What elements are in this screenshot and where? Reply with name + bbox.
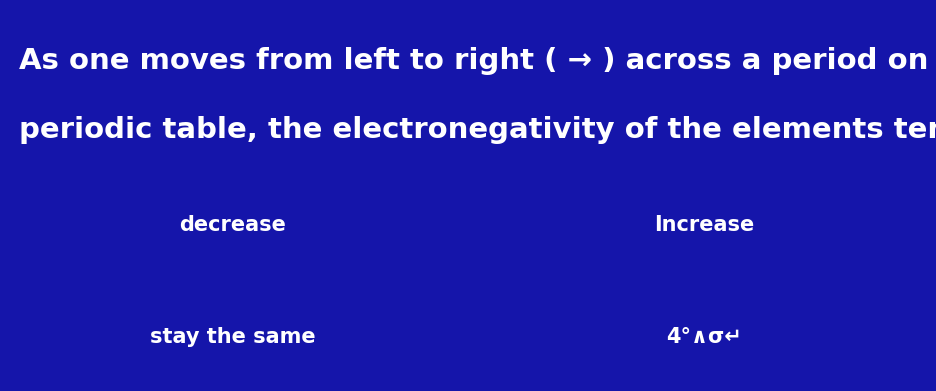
Text: stay the same: stay the same bbox=[150, 327, 315, 347]
Text: Increase: Increase bbox=[653, 215, 753, 235]
Text: As one moves from left to right ( → ) across a period on the: As one moves from left to right ( → ) ac… bbox=[19, 47, 936, 75]
Text: 4°∧σ↵: 4°∧σ↵ bbox=[665, 327, 741, 347]
Text: periodic table, the electronegativity of the elements tends to:: periodic table, the electronegativity of… bbox=[19, 117, 936, 144]
Text: decrease: decrease bbox=[179, 215, 285, 235]
